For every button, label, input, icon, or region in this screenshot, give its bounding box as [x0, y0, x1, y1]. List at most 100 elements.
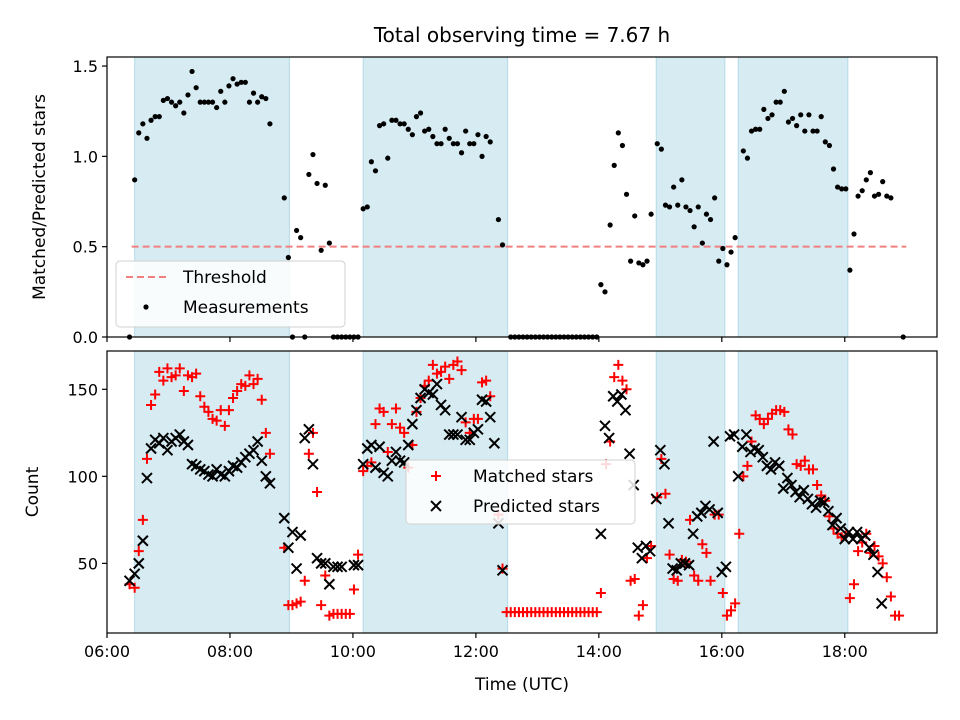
matched-star-marker: [228, 393, 239, 403]
measurement-point: [454, 141, 461, 147]
matched-star-marker: [456, 365, 467, 376]
measurement-point: [422, 128, 428, 134]
predicted-star-marker: [128, 568, 141, 580]
predicted-star-marker: [830, 512, 843, 524]
predicted-star-marker: [141, 472, 153, 484]
predicted-star-marker: [603, 432, 615, 444]
predicted-star-marker: [707, 435, 720, 448]
predicted-star-marker: [278, 512, 290, 524]
measurement-point: [675, 202, 681, 208]
measurement-point: [226, 83, 232, 89]
y-tick-label: 100: [67, 467, 98, 486]
measurement-point: [753, 126, 759, 132]
measurement-point: [259, 94, 265, 100]
measurement-point: [238, 79, 244, 85]
predicted-star-marker: [480, 395, 492, 408]
matched-star-marker: [256, 394, 267, 405]
legend-box: [405, 459, 636, 525]
predicted-star-marker: [251, 435, 264, 448]
measurement-point: [602, 289, 608, 295]
measurement-point: [306, 171, 312, 178]
measurement-point: [242, 79, 248, 85]
measurement-point: [267, 121, 273, 127]
matched-star-marker: [738, 471, 749, 482]
predicted-star-marker: [871, 566, 884, 578]
legend-box: [115, 260, 346, 328]
measurement-point: [401, 121, 407, 127]
measurement-point: [193, 85, 199, 91]
measurement-point: [499, 242, 506, 248]
matched-star-marker: [742, 460, 753, 471]
measurement-point: [822, 139, 828, 145]
measurement-point: [707, 216, 714, 223]
measurement-point: [479, 153, 485, 159]
bottom-plot: 50 100 150 06:00 08:00 10:00 12:00 14:00 16:00 18…: [67, 350, 938, 661]
measurement-point: [293, 227, 300, 234]
x-tick-label: 18:00: [822, 642, 868, 661]
measurement-point: [397, 121, 403, 127]
matched-star-marker: [248, 379, 259, 390]
predicted-star-marker: [757, 451, 769, 463]
predicted-star-marker: [247, 444, 260, 456]
matched-star-marker: [348, 584, 359, 595]
measurement-point: [209, 99, 216, 105]
predicted-star-marker: [773, 460, 785, 472]
measurement-point: [757, 126, 763, 132]
measurement-point: [712, 195, 718, 201]
predicted-star-marker: [331, 561, 344, 573]
matched-star-marker: [358, 466, 369, 477]
measurement-point: [250, 90, 257, 96]
predicted-star-marker: [810, 501, 822, 514]
predicted-star-marker: [264, 477, 276, 490]
predicted-star-marker: [863, 541, 876, 554]
matched-star-marker: [191, 368, 202, 379]
predicted-star-marker: [732, 470, 744, 483]
matched-star-marker: [219, 420, 230, 431]
matched-star-marker: [178, 386, 189, 397]
predicted-star-marker: [174, 428, 186, 441]
measurement-point: [623, 191, 630, 197]
matched-star-marker: [344, 608, 355, 619]
matched-star-marker: [808, 464, 819, 475]
measurement-point: [185, 92, 191, 98]
measurement-point: [467, 141, 473, 147]
predicted-star-marker: [414, 392, 427, 404]
measurement-point: [658, 146, 664, 152]
measurement-point: [818, 114, 824, 120]
measurement-point: [368, 159, 374, 165]
predicted-star-marker: [348, 559, 360, 571]
measurement-point: [164, 95, 171, 102]
legend-top: Threshold Measurements: [115, 260, 346, 328]
matched-star-marker: [260, 427, 271, 438]
legend-predicted-swatch: [430, 500, 442, 512]
predicted-star-marker: [867, 548, 880, 561]
predicted-star-marker: [335, 561, 348, 573]
measurement-point: [458, 150, 465, 156]
measurement-point: [222, 99, 228, 105]
predicted-star-marker: [599, 420, 611, 432]
measurement-point: [636, 260, 642, 266]
matched-star-marker: [174, 363, 185, 374]
measurement-point: [372, 168, 379, 174]
matched-star-marker: [721, 610, 732, 621]
predicted-star-marker: [834, 522, 847, 535]
observing-window: [134, 350, 290, 634]
legend-measurements-swatch: [143, 304, 149, 310]
observing-window: [737, 350, 849, 634]
predicted-star-marker: [736, 441, 749, 453]
predicted-star-marker: [847, 533, 859, 545]
predicted-star-marker: [484, 411, 496, 423]
observing-window: [362, 56, 509, 338]
measurement-point: [835, 184, 841, 190]
measurement-point: [648, 211, 654, 217]
matched-star-marker: [787, 429, 798, 440]
legend-matched-label: Matched stars: [473, 467, 593, 487]
measurement-point: [160, 97, 166, 103]
matched-star-marker: [240, 380, 251, 391]
matched-star-marker: [378, 406, 389, 417]
predicted-star-marker: [451, 428, 464, 441]
matched-star-marker: [795, 460, 806, 471]
predicted-star-marker: [658, 458, 671, 470]
predicted-star-marker: [352, 559, 364, 571]
predicted-star-marker: [373, 441, 386, 453]
